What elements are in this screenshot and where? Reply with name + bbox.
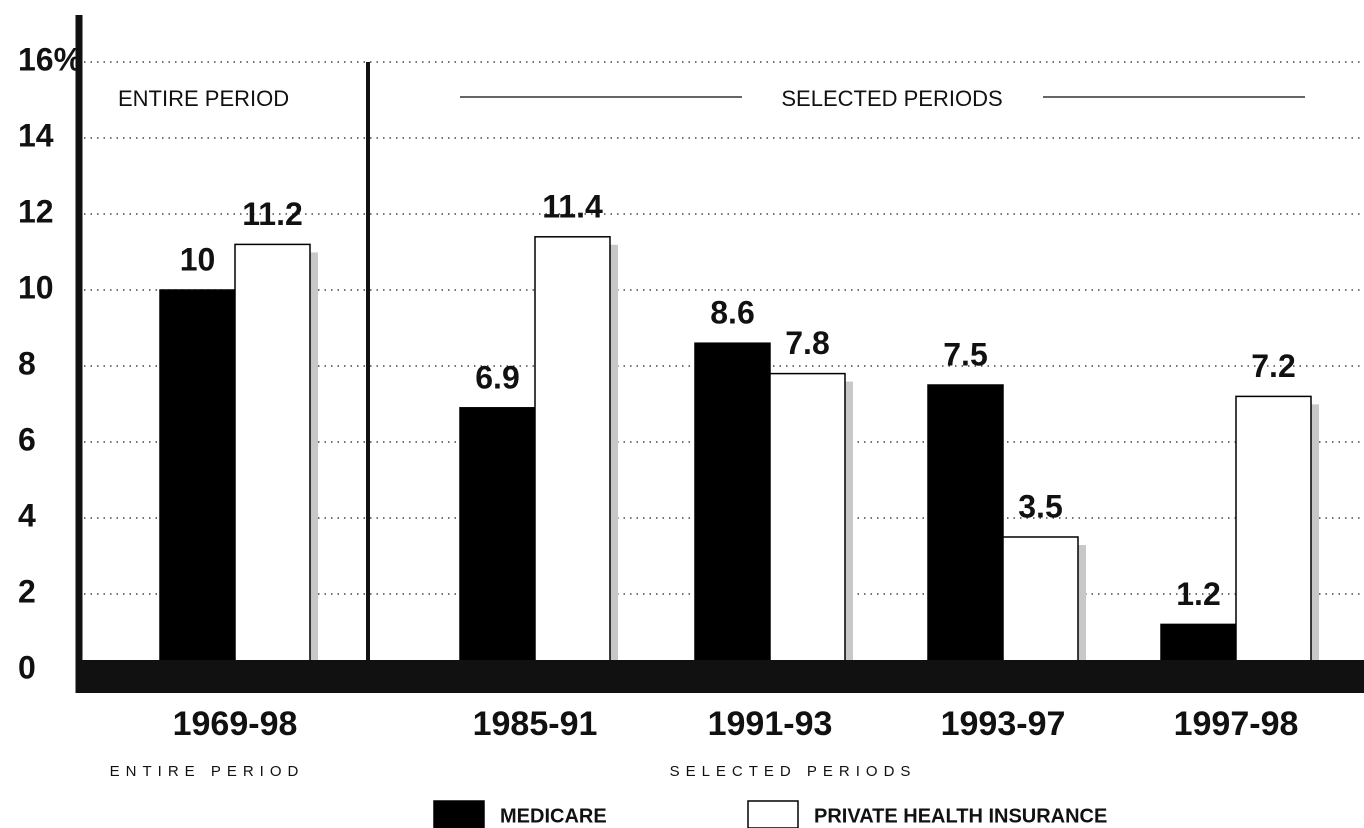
y-tick-label: 2 bbox=[18, 573, 36, 609]
value-label: 11.4 bbox=[542, 188, 603, 224]
y-tick-label: 4 bbox=[18, 497, 36, 533]
bar bbox=[459, 407, 536, 671]
bar bbox=[927, 384, 1004, 671]
y-tick-label: 12 bbox=[18, 193, 54, 229]
x-tick-label: 1985-91 bbox=[473, 705, 598, 743]
bar bbox=[534, 236, 611, 671]
x-tick-label: 1993-97 bbox=[941, 705, 1066, 743]
value-label: 1.2 bbox=[1176, 576, 1220, 612]
value-label: 7.5 bbox=[943, 336, 987, 372]
legend-swatch bbox=[433, 800, 485, 828]
annotation: ENTIRE PERIOD bbox=[118, 86, 289, 111]
y-tick-label: 0 bbox=[18, 649, 36, 685]
annotation: SELECTED PERIODS bbox=[781, 86, 1002, 111]
annotation: ENTIRE PERIOD bbox=[110, 763, 305, 780]
x-tick-label: 1969-98 bbox=[173, 705, 298, 743]
y-tick-label: 6 bbox=[18, 421, 36, 457]
bar bbox=[1002, 536, 1079, 671]
value-label: 7.2 bbox=[1251, 348, 1295, 384]
y-tick-label: 14 bbox=[18, 117, 54, 153]
value-label: 8.6 bbox=[710, 295, 754, 331]
bar bbox=[769, 372, 846, 671]
y-tick-label: 8 bbox=[18, 345, 36, 381]
value-label: 7.8 bbox=[785, 325, 829, 361]
legend-label: PRIVATE HEALTH INSURANCE bbox=[814, 805, 1107, 827]
bar bbox=[159, 289, 236, 671]
x-tick-label: 1991-93 bbox=[708, 705, 833, 743]
legend-label: MEDICARE bbox=[500, 805, 607, 827]
legend-swatch bbox=[747, 800, 799, 828]
value-label: 11.2 bbox=[242, 196, 303, 232]
y-tick-label: 10 bbox=[18, 269, 54, 305]
value-label: 3.5 bbox=[1018, 488, 1062, 524]
value-label: 10 bbox=[180, 241, 216, 277]
y-tick-label: 16% bbox=[18, 41, 82, 77]
value-label: 6.9 bbox=[475, 359, 519, 395]
annotation: SELECTED PERIODS bbox=[670, 763, 917, 780]
bar bbox=[234, 243, 311, 671]
bar bbox=[694, 342, 771, 671]
bar bbox=[1235, 395, 1312, 671]
baseline-band bbox=[76, 660, 1364, 693]
x-tick-label: 1997-98 bbox=[1174, 705, 1299, 743]
